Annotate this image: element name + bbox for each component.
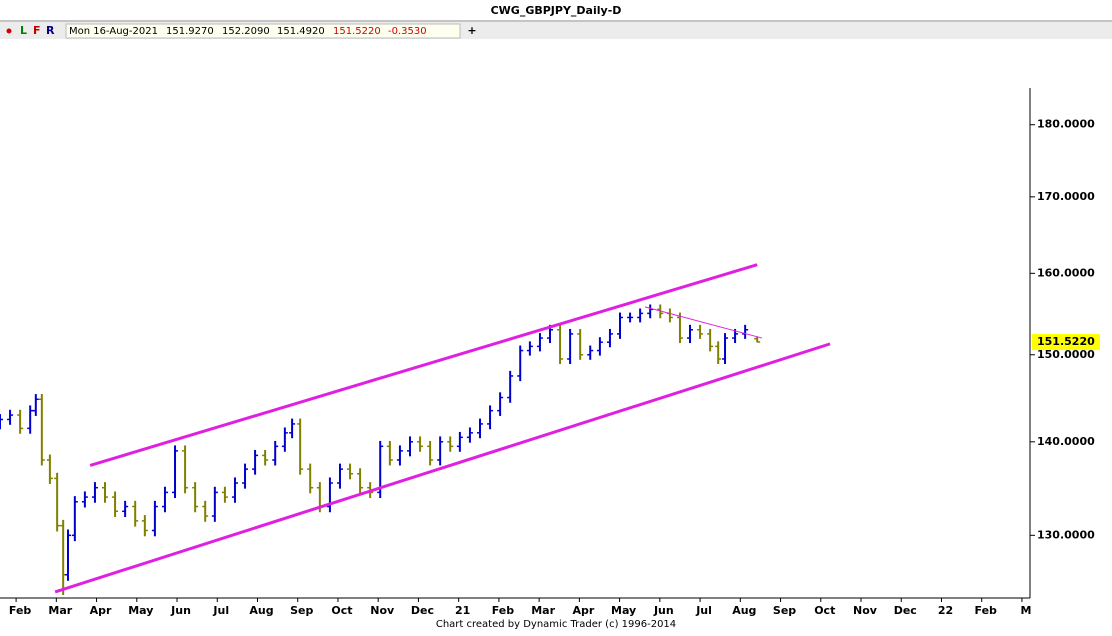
status-dot <box>6 28 12 34</box>
trendline <box>89 263 758 467</box>
x-tick-label: Jun <box>170 604 191 617</box>
add-button[interactable]: + <box>467 24 476 37</box>
x-tick-label: Oct <box>814 604 835 617</box>
x-tick-label: Sep <box>773 604 796 617</box>
x-tick-label: 22 <box>938 604 953 617</box>
x-tick-label: Sep <box>290 604 313 617</box>
x-tick-label: May <box>128 604 153 617</box>
x-tick-label: Oct <box>331 604 352 617</box>
x-tick-label: M <box>1020 604 1031 617</box>
x-tick-label: Apr <box>572 604 594 617</box>
trendline <box>644 306 763 339</box>
quote-high: 152.2090 <box>222 26 270 37</box>
chart-title: CWG_GBPJPY_Daily-D <box>491 4 622 17</box>
quote-low: 151.4920 <box>277 26 325 37</box>
y-tick-label: 130.0000 <box>1037 528 1095 541</box>
x-tick-label: Mar <box>531 604 555 617</box>
x-tick-label: Nov <box>853 604 878 617</box>
quote-date: Mon 16-Aug-2021 <box>69 26 158 37</box>
x-tick-label: Jun <box>653 604 674 617</box>
last-price-label: 151.5220 <box>1037 335 1095 348</box>
indicator[interactable]: R <box>46 24 55 37</box>
y-tick-label: 140.0000 <box>1037 435 1095 448</box>
x-tick-label: Jul <box>212 604 229 617</box>
x-tick-label: Apr <box>90 604 112 617</box>
x-tick-label: Nov <box>370 604 395 617</box>
x-tick-label: Aug <box>249 604 273 617</box>
x-tick-label: Aug <box>732 604 756 617</box>
indicator[interactable]: L <box>20 24 27 37</box>
x-tick-label: Dec <box>894 604 917 617</box>
x-tick-label: Feb <box>492 604 515 617</box>
x-tick-label: Feb <box>975 604 998 617</box>
footer: Chart created by Dynamic Trader (c) 1996… <box>436 619 676 630</box>
x-tick-label: Dec <box>411 604 434 617</box>
x-tick-label: Mar <box>48 604 72 617</box>
x-tick-label: May <box>611 604 636 617</box>
y-tick-label: 160.0000 <box>1037 266 1095 279</box>
trendline <box>54 342 831 594</box>
quote-close: 151.5220 <box>333 26 381 37</box>
quote-open: 151.9270 <box>166 26 214 37</box>
y-tick-label: 150.0000 <box>1037 348 1095 361</box>
x-tick-label: Feb <box>9 604 32 617</box>
last-price-box <box>1032 334 1100 351</box>
y-tick-label: 170.0000 <box>1037 190 1095 203</box>
quote-change: -0.3530 <box>388 26 427 37</box>
x-tick-label: Jul <box>695 604 712 617</box>
quote-box <box>65 23 461 39</box>
indicator[interactable]: F <box>33 24 41 37</box>
x-tick-label: 21 <box>455 604 470 617</box>
y-tick-label: 180.0000 <box>1037 118 1095 131</box>
